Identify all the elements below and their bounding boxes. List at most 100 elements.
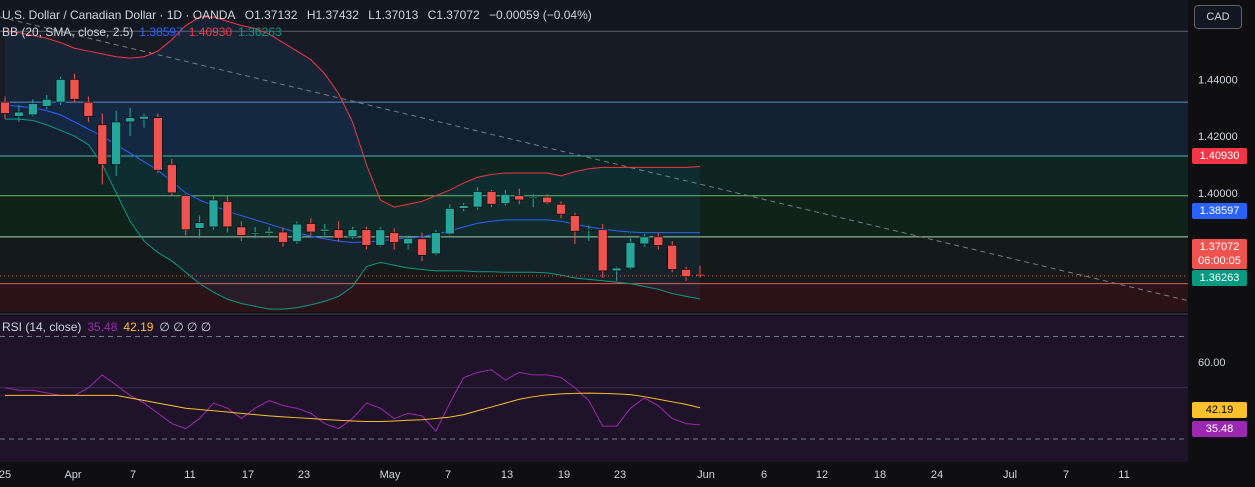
candle-body [125,117,135,123]
candle-body [333,229,344,239]
rsi-tick-label: 60.00 [1198,357,1226,369]
candle-body [528,196,539,199]
time-tick-label: 19 [558,469,570,481]
candle-body [264,230,274,234]
candle-body [375,229,386,246]
candle-body [611,267,622,272]
rsi-ma-value: 42.19 [123,320,154,334]
zone-band [0,236,1188,284]
candle-body [278,231,288,243]
rsi-tag: 35.48 [1192,421,1247,437]
candle-body [14,111,24,117]
candle-body [208,199,219,228]
bb-lower-line [5,118,701,310]
bb-basis-value: 1.38597 [139,25,183,39]
bb-label: BB (20, SMA, close, 2.5) [2,25,134,39]
bb-lower-tag: 1.36263 [1192,270,1247,286]
time-tick-label: 23 [298,469,310,481]
candle-body [472,191,483,208]
candle-body [69,79,80,100]
time-tick-label: 17 [242,469,254,481]
zone-band [0,31,1188,103]
time-tick-label: 11 [184,469,195,481]
candle-body [41,98,52,107]
candle-body [431,232,441,255]
currency-button[interactable]: CAD [1194,5,1242,29]
bb-upper-line [4,16,701,208]
zone-band [0,156,1188,196]
open-value: O1.37132 [244,8,298,22]
rsi-line [4,369,701,433]
time-tick-label: 24 [931,469,943,481]
candle-body [55,79,66,103]
candle-body [180,195,191,231]
time-tick-label: 7 [445,469,451,481]
candle-body [319,228,330,232]
candle-body [0,101,10,114]
candle-body [542,196,552,204]
bb-band-fill [5,17,700,310]
candle-body [194,222,205,229]
symbol-title[interactable]: U.S. Dollar / Canadian Dollar · 1D · OAN… [2,8,236,22]
candle-body [292,223,302,242]
time-tick-label: Apr [64,469,81,481]
rsi-value: 35.48 [87,320,118,334]
candle-body [97,124,108,165]
close-value: C1.37072 [427,8,480,22]
candle-body [361,229,372,246]
change-value: −0.00059 (−0.04%) [489,8,592,22]
time-tick-label: Jul [1003,469,1017,481]
time-tick-label: 23 [614,469,626,481]
time-tick-label: 25 [0,469,11,481]
candle-body [305,223,316,233]
price-tick-label: 1.40000 [1198,188,1238,200]
candle-body [514,195,525,201]
candle-body [139,115,149,120]
bb-upper-tag: 1.40930 [1192,148,1247,164]
candle-body [639,236,650,245]
rsi-pane-bg [0,316,1188,462]
time-tick-label: 18 [874,469,886,481]
zone-band [0,283,1188,312]
candle-body [27,103,38,116]
high-value: H1.37432 [306,8,359,22]
rsi-ma-line [5,392,701,423]
last-price-tag: 1.37072 [1192,239,1247,255]
time-tick-label: 12 [816,469,828,481]
candle-body [403,237,413,245]
bb-legend[interactable]: BB (20, SMA, close, 2.5) 1.38597 1.40930 1.… [2,25,288,39]
candle-body [167,164,177,194]
candle-body [222,201,233,228]
bb-lower-value: 1.36263 [238,25,282,39]
candle-body [486,191,497,205]
bb-upper-value: 1.40930 [188,25,233,39]
candle-body [444,208,455,235]
candle-body [83,101,94,117]
symbol-legend: U.S. Dollar / Canadian Dollar · 1D · OAN… [2,8,598,22]
time-tick-label: 7 [130,469,136,481]
candle-body [111,121,121,165]
time-tick-label: 6 [761,469,767,481]
rsi-label: RSI (14, close) [2,320,82,334]
time-tick-label: Jun [697,469,715,481]
candle-body [625,242,636,269]
zone-band [0,195,1188,237]
candle-body [583,228,594,231]
candle-body [153,117,163,171]
bb-basis-tag: 1.38597 [1192,203,1247,219]
candle-body [236,226,247,236]
price-tick-label: 1.42000 [1198,131,1238,143]
candle-body [653,236,664,246]
zone-band [0,102,1188,156]
candle-body [347,229,358,238]
candle-body [556,203,566,215]
rsi-extra: ∅ ∅ ∅ ∅ [159,320,212,334]
rsi-legend[interactable]: RSI (14, close) 35.48 42.19 ∅ ∅ ∅ ∅ [2,320,217,334]
time-axis-bg [0,462,1255,487]
candle-body [417,238,427,256]
candle-body [389,232,400,243]
candle-body [667,245,678,270]
time-tick-label: 13 [501,469,513,481]
candle-body [250,232,260,235]
